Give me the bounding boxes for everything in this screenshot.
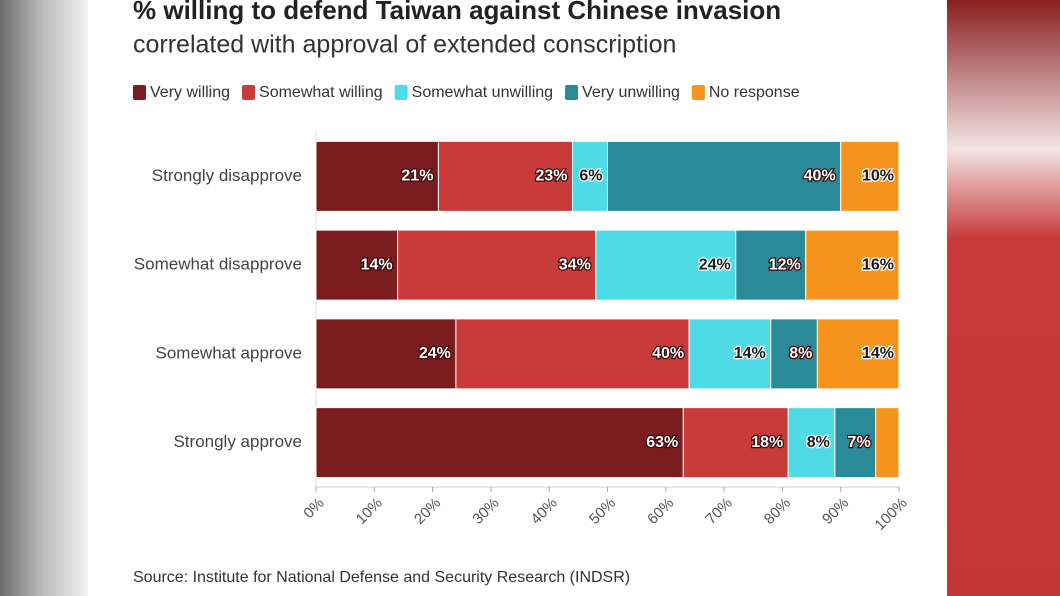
legend-swatch bbox=[394, 85, 408, 100]
chart-title: % willing to defend Taiwan against Chine… bbox=[133, 0, 781, 25]
data-label: 8% bbox=[807, 434, 830, 451]
bar-segment bbox=[572, 140, 609, 212]
data-label: 24% bbox=[699, 256, 731, 273]
bar-segment bbox=[787, 407, 836, 479]
bar-segment bbox=[315, 229, 399, 301]
data-label: 34% bbox=[559, 256, 591, 273]
legend-label: No response bbox=[709, 84, 800, 101]
legend-swatch bbox=[133, 85, 146, 100]
bar-segment bbox=[875, 407, 900, 479]
y-tick-label: Strongly approve bbox=[173, 432, 302, 451]
data-label: 18% bbox=[751, 434, 783, 451]
data-label: 23% bbox=[535, 168, 567, 185]
legend-swatch bbox=[691, 85, 705, 100]
bar-segment bbox=[315, 407, 684, 479]
data-label: 16% bbox=[862, 256, 894, 273]
bar-segment bbox=[816, 318, 900, 390]
data-label: 14% bbox=[734, 345, 766, 362]
data-label: 12% bbox=[769, 256, 801, 273]
legend-label: Somewhat unwilling bbox=[412, 84, 553, 101]
data-label: 63% bbox=[646, 434, 678, 451]
legend-label: Somewhat willing bbox=[259, 84, 383, 101]
bar-segment bbox=[315, 140, 439, 212]
bar-segment bbox=[315, 318, 457, 390]
legend-swatch bbox=[242, 85, 256, 100]
bar-segment bbox=[455, 318, 690, 390]
y-tick-label: Somewhat approve bbox=[156, 343, 302, 362]
data-label: 21% bbox=[401, 168, 433, 185]
data-label: 24% bbox=[419, 345, 451, 362]
data-label: 14% bbox=[361, 256, 393, 273]
y-tick-label: Strongly disapprove bbox=[152, 166, 302, 185]
left-backdrop bbox=[0, 0, 88, 596]
data-label: 14% bbox=[862, 345, 894, 362]
data-label: 40% bbox=[652, 345, 684, 362]
bar-segment bbox=[735, 229, 807, 301]
bar-segment bbox=[595, 229, 737, 301]
legend-swatch bbox=[565, 85, 579, 100]
data-label: 8% bbox=[789, 345, 812, 362]
data-label: 7% bbox=[848, 434, 871, 451]
bar-segment bbox=[397, 229, 597, 301]
legend-label: Very willing bbox=[150, 84, 230, 101]
data-label: 10% bbox=[862, 168, 894, 185]
bar-segment bbox=[805, 229, 900, 301]
chart-subtitle: correlated with approval of extended con… bbox=[133, 31, 676, 59]
data-label: 40% bbox=[804, 168, 836, 185]
bar-segment bbox=[840, 140, 900, 212]
bar-segment bbox=[682, 407, 789, 479]
legend-label: Very unwilling bbox=[582, 84, 680, 101]
bar-segment bbox=[437, 140, 574, 212]
y-tick-label: Somewhat disapprove bbox=[134, 255, 302, 274]
right-backdrop bbox=[947, 0, 1060, 596]
source: Source: Institute for National Defense a… bbox=[133, 569, 630, 586]
bar-segment bbox=[607, 140, 842, 212]
data-label: 6% bbox=[579, 168, 602, 185]
bar-segment bbox=[834, 407, 877, 479]
